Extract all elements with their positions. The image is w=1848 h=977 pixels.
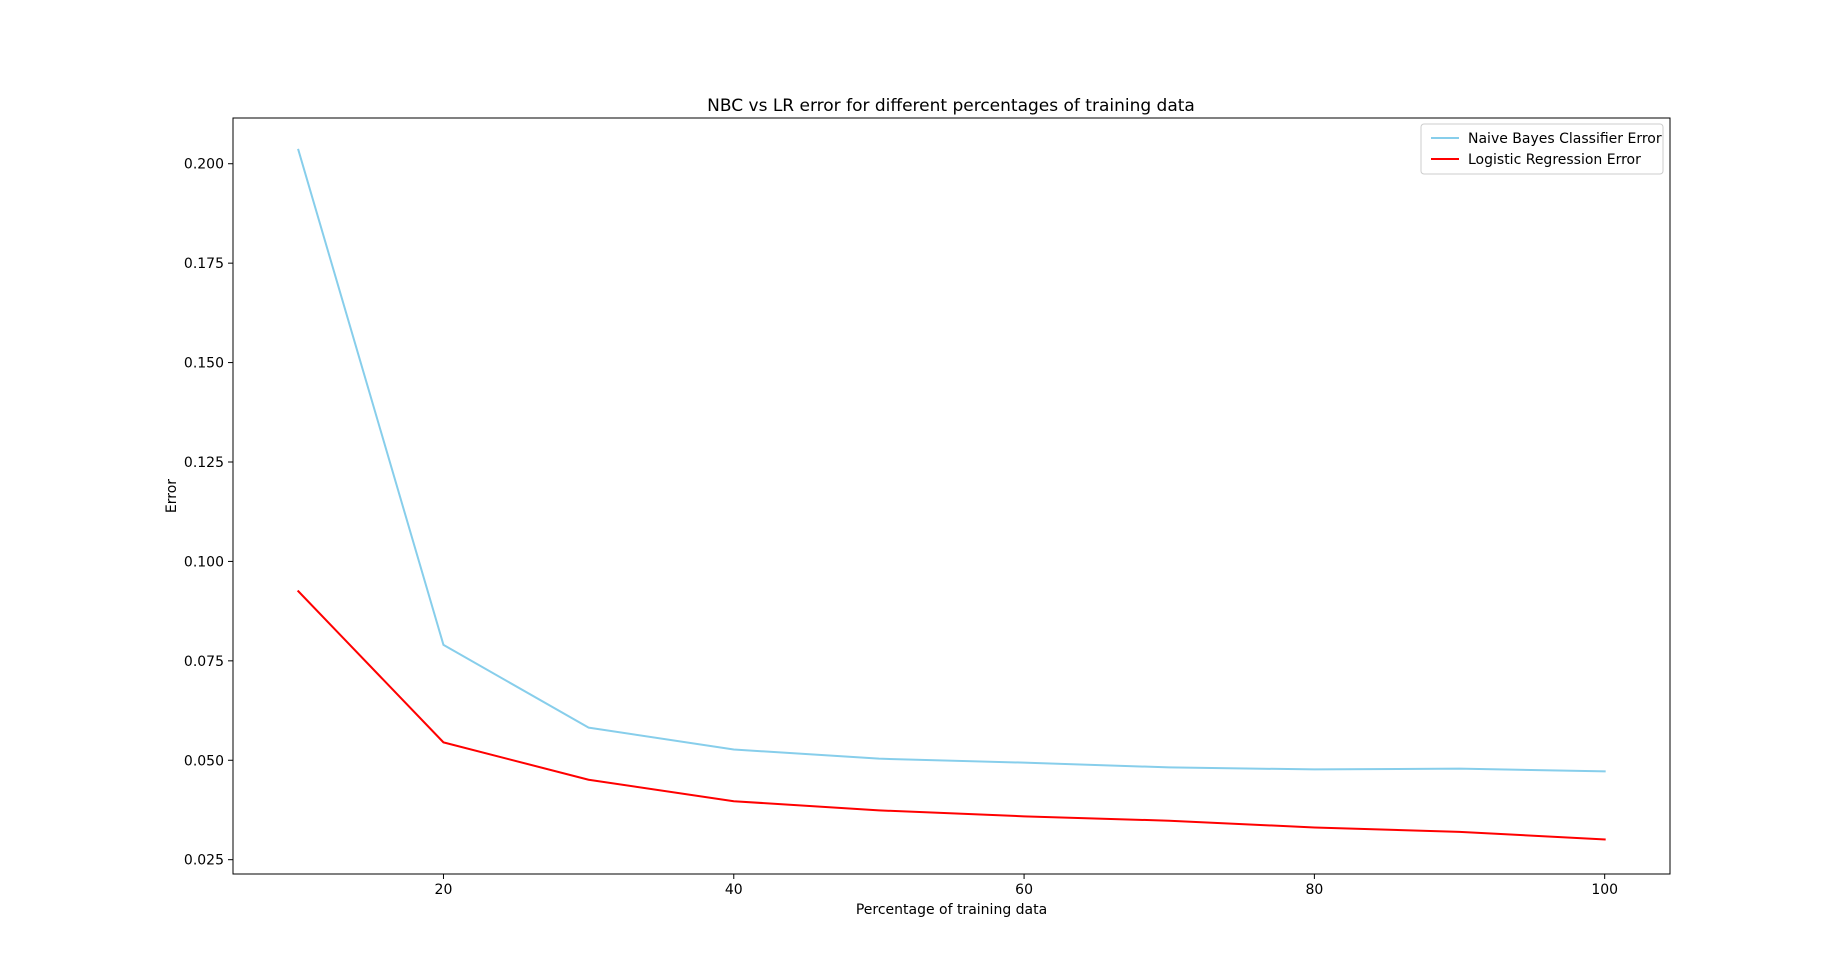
y-tick-label: 0.200 (184, 157, 224, 173)
x-tick-label: 80 (1305, 882, 1323, 898)
x-tick-label: 40 (725, 882, 743, 898)
x-tick-label: 20 (435, 882, 453, 898)
x-axis-ticks: 20 40 60 80 100 (435, 874, 1618, 898)
plot-area-frame (232, 117, 1671, 875)
x-axis-label: Percentage of training data (856, 902, 1047, 918)
y-tick-label: 0.150 (184, 356, 224, 372)
series-line-0 (297, 148, 1606, 773)
y-tick-label: 0.125 (184, 455, 224, 471)
legend-box (1420, 123, 1664, 175)
chart-title: NBC vs LR error for different percentage… (707, 96, 1195, 116)
x-tick-label: 60 (1015, 882, 1033, 898)
legend: Naive Bayes Classifier Error Logistic Reg… (1420, 123, 1664, 175)
legend-label-1: Logistic Regression Error (1468, 152, 1641, 168)
series-line-1 (296, 589, 1606, 841)
y-tick-label: 0.025 (184, 853, 224, 869)
y-axis-ticks: 0.025 0.050 0.075 0.100 0.125 0.150 0.175 0.200 (184, 157, 233, 869)
y-tick-label: 0.075 (184, 654, 224, 670)
y-tick-label: 0.050 (184, 753, 224, 769)
y-tick-label: 0.100 (184, 554, 224, 570)
x-tick-label: 100 (1591, 882, 1618, 898)
y-axis-label: Error (164, 479, 180, 513)
y-tick-label: 0.175 (184, 256, 224, 272)
legend-label-0: Naive Bayes Classifier Error (1468, 131, 1662, 147)
series-layer (296, 148, 1606, 841)
